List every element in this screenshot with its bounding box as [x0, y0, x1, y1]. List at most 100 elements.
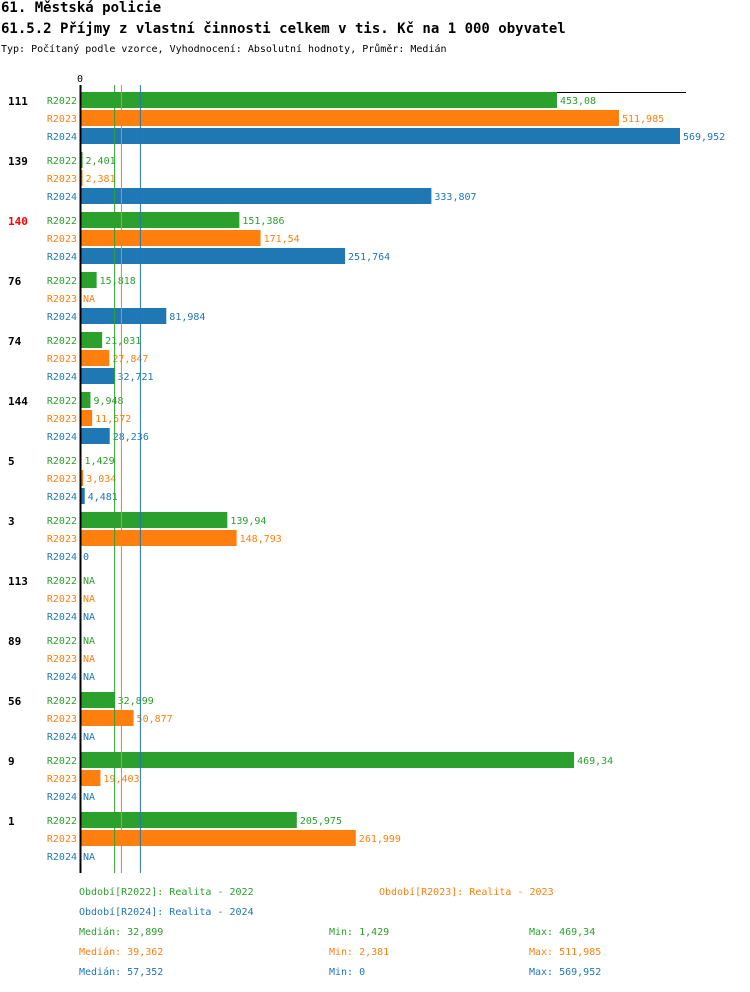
category-label: 139 — [8, 155, 28, 168]
series-label: R2024 — [47, 432, 77, 443]
series-label: R2023 — [47, 774, 77, 785]
data-label: 151,386 — [242, 216, 284, 227]
bar — [80, 212, 240, 228]
series-label: R2024 — [47, 552, 77, 563]
data-label: 251,764 — [348, 252, 390, 263]
data-label: 171,54 — [264, 234, 300, 245]
bar — [80, 230, 261, 246]
series-label: R2023 — [47, 294, 77, 305]
category-label: 74 — [8, 335, 22, 348]
category-label: 144 — [8, 395, 28, 408]
data-label: 261,999 — [359, 834, 401, 845]
stat-min-r2023: Min: 2,381 — [329, 947, 390, 958]
stat-median-r2023: Medián: 39,362 — [79, 947, 164, 958]
data-label: 1,429 — [85, 456, 115, 467]
stat-median-r2024: Medián: 57,352 — [79, 967, 164, 978]
category-label: 140 — [8, 215, 28, 228]
series-label: R2022 — [47, 516, 77, 527]
series-label: R2023 — [47, 834, 77, 845]
data-label: 0 — [83, 552, 89, 563]
bar — [80, 128, 680, 144]
category-label: 3 — [8, 515, 15, 528]
stat-max-r2023: Max: 511,985 — [529, 947, 602, 958]
series-label: R2023 — [47, 234, 77, 245]
stat-median-r2022: Medián: 32,899 — [79, 927, 164, 938]
series-label: R2023 — [47, 594, 77, 605]
series-label: R2023 — [47, 714, 77, 725]
series-label: R2022 — [47, 96, 77, 107]
bar — [80, 512, 228, 528]
data-label: 148,793 — [240, 534, 282, 545]
data-label: 453,08 — [560, 96, 596, 107]
data-label: 2,381 — [86, 174, 116, 185]
bar — [80, 830, 356, 846]
series-label: R2024 — [47, 192, 77, 203]
stat-max-r2022: Max: 469,34 — [529, 927, 596, 938]
data-label: 2,401 — [86, 156, 116, 167]
category-label: 9 — [8, 755, 15, 768]
data-label: NA — [83, 636, 95, 647]
bar — [80, 470, 84, 486]
bar — [80, 332, 103, 348]
series-label: R2022 — [47, 336, 77, 347]
series-label: R2022 — [47, 576, 77, 587]
bar — [80, 710, 134, 726]
bar — [80, 488, 85, 504]
category-label: 113 — [8, 575, 28, 588]
chart-title: 61. Městská policie — [1, 0, 162, 16]
data-label: NA — [83, 294, 95, 305]
data-label: 81,984 — [169, 312, 205, 323]
data-label: 32,899 — [118, 696, 154, 707]
legend-period-r2022: Období[R2022]: Realita - 2022 — [79, 887, 254, 898]
bar — [80, 770, 101, 786]
data-label: 139,94 — [230, 516, 266, 527]
data-label: NA — [83, 654, 95, 665]
data-label: 27,847 — [112, 354, 148, 365]
series-label: R2023 — [47, 474, 77, 485]
series-label: R2022 — [47, 216, 77, 227]
series-label: R2024 — [47, 132, 77, 143]
series-label: R2023 — [47, 654, 77, 665]
bar — [80, 248, 346, 264]
data-label: 32,721 — [117, 372, 153, 383]
series-label: R2022 — [47, 276, 77, 287]
category-label: 76 — [8, 275, 22, 288]
bar — [80, 110, 619, 126]
data-label: NA — [83, 732, 95, 743]
series-label: R2023 — [47, 354, 77, 365]
data-label: NA — [83, 852, 95, 863]
category-label: 89 — [8, 635, 21, 648]
category-label: 5 — [8, 455, 15, 468]
series-label: R2023 — [47, 534, 77, 545]
data-label: 469,34 — [577, 756, 613, 767]
series-label: R2022 — [47, 756, 77, 767]
series-label: R2024 — [47, 792, 77, 803]
stat-min-r2024: Min: 0 — [329, 967, 366, 978]
data-label: NA — [83, 594, 95, 605]
axis-zero-label: 0 — [77, 74, 84, 85]
series-label: R2022 — [47, 396, 77, 407]
bar — [80, 308, 167, 324]
series-label: R2024 — [47, 252, 77, 263]
data-label: NA — [83, 792, 95, 803]
data-label: 569,952 — [683, 132, 725, 143]
category-label: 111 — [8, 95, 28, 108]
series-label: R2022 — [47, 156, 77, 167]
data-label: 3,034 — [86, 474, 116, 485]
bar — [80, 812, 297, 828]
data-label: NA — [83, 672, 95, 683]
data-label: 50,877 — [137, 714, 173, 725]
bar — [80, 428, 110, 444]
series-label: R2024 — [47, 372, 77, 383]
series-label: R2023 — [47, 174, 77, 185]
stat-min-r2022: Min: 1,429 — [329, 927, 390, 938]
series-label: R2022 — [47, 816, 77, 827]
legend-period-r2023: Období[R2023]: Realita - 2023 — [379, 887, 554, 898]
data-label: 4,481 — [88, 492, 118, 503]
data-label: 205,975 — [300, 816, 342, 827]
chart-subtitle: 61.5.2 Příjmy z vlastní činnosti celkem … — [1, 21, 566, 37]
data-label: 11,572 — [95, 414, 131, 425]
series-label: R2024 — [47, 732, 77, 743]
chart-meta: Typ: Počítaný podle vzorce, Vyhodnocení:… — [1, 44, 447, 55]
